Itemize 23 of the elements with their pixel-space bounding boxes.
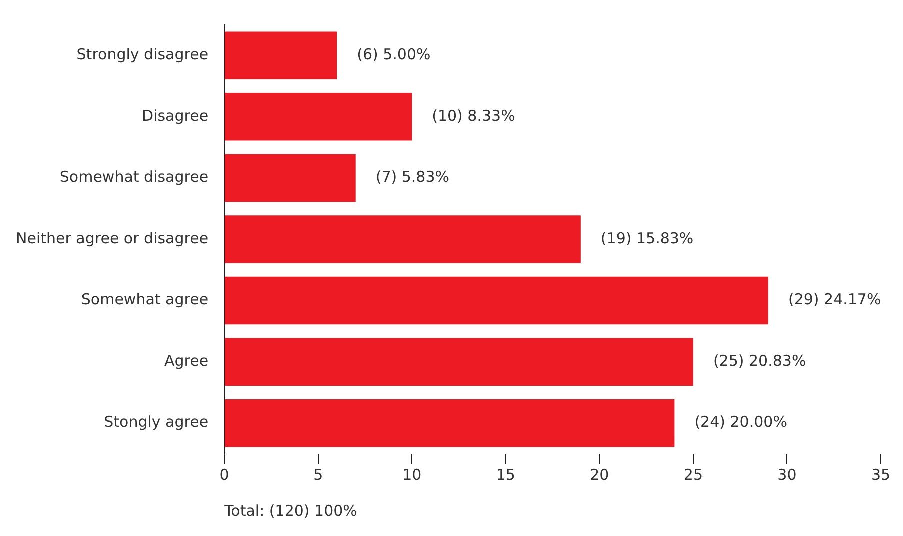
data-label: (19) 15.83% (600, 229, 694, 248)
y-tick-label: Strongly disagree (76, 46, 209, 64)
text: Total: (120) 100% (224, 502, 358, 520)
y-tick-label: Neither agree or disagree (16, 229, 209, 248)
data-label: (6) 5.00% (357, 46, 431, 64)
x-tick-label: 5 (314, 466, 324, 484)
x-tick-label: 30 (778, 466, 797, 484)
y-tick-label: Disagree (142, 106, 209, 125)
x-tick-label: 0 (220, 466, 230, 484)
x-tick-label: 15 (496, 466, 516, 484)
data-label: (10) 8.33% (432, 106, 516, 125)
data-label: (25) 20.83% (713, 352, 806, 370)
data-label: (7) 5.83% (376, 168, 450, 186)
y-tick-label: Somewhat disagree (60, 168, 209, 186)
y-tick-label: Stongly agree (104, 413, 209, 432)
x-tick-label: 10 (402, 466, 422, 484)
x-tick-label: 35 (871, 466, 891, 484)
data-label: (24) 20.00% (694, 413, 788, 432)
y-tick-label: Somewhat agree (81, 290, 209, 309)
x-tick-label: 20 (590, 466, 610, 484)
y-tick-label: Agree (164, 352, 209, 370)
x-tick-label: 25 (684, 466, 703, 484)
data-label: (29) 24.17% (788, 290, 882, 309)
